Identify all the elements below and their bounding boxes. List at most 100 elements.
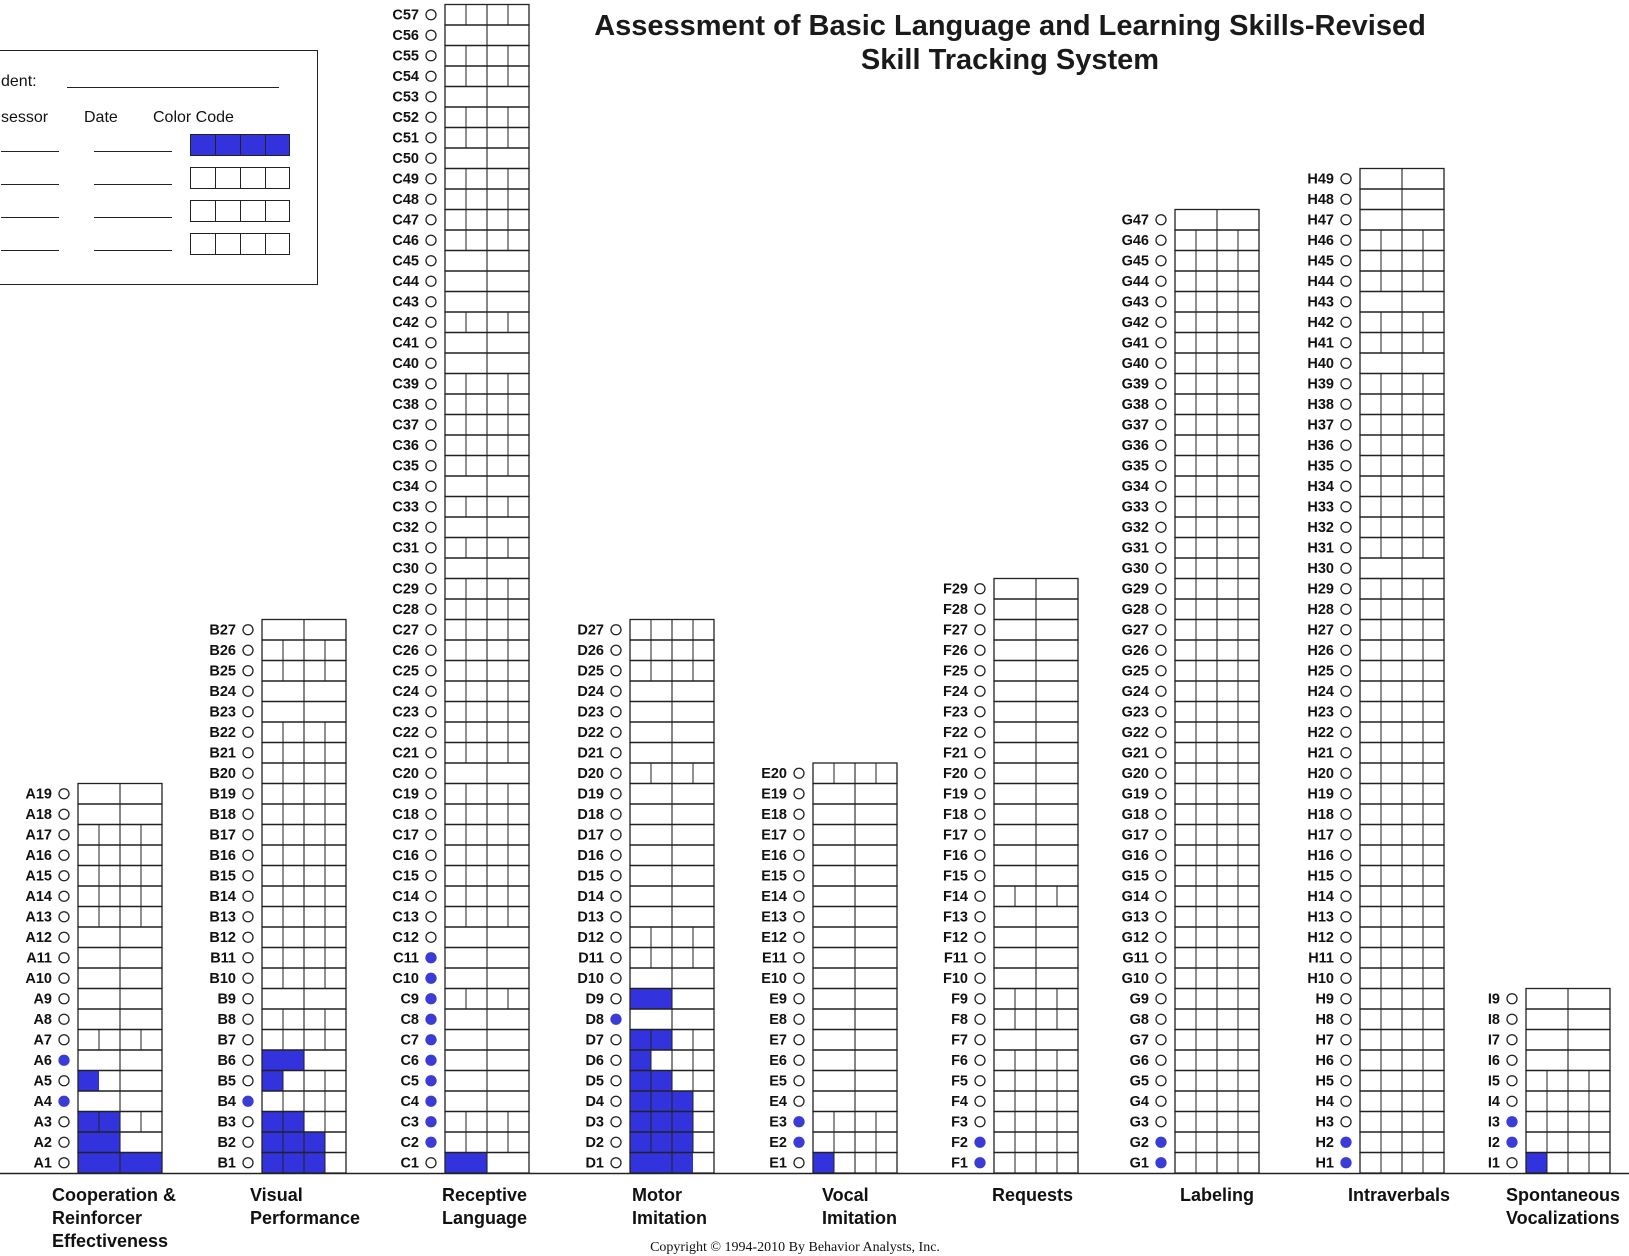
item-dot-b15[interactable] <box>242 870 254 882</box>
item-dot-g6[interactable] <box>1155 1054 1167 1066</box>
item-dot-h3[interactable] <box>1340 1116 1352 1128</box>
item-dot-g26[interactable] <box>1155 644 1167 656</box>
item-dot-b24[interactable] <box>242 685 254 697</box>
item-dot-c31[interactable] <box>425 542 437 554</box>
item-dot-b16[interactable] <box>242 849 254 861</box>
item-dot-g34[interactable] <box>1155 480 1167 492</box>
item-dot-b22[interactable] <box>242 726 254 738</box>
item-dot-a7[interactable] <box>58 1034 70 1046</box>
item-dot-h14[interactable] <box>1340 890 1352 902</box>
item-dot-e13[interactable] <box>793 911 805 923</box>
item-dot-d4[interactable] <box>610 1095 622 1107</box>
item-dot-h42[interactable] <box>1340 316 1352 328</box>
item-dot-i8[interactable] <box>1506 1013 1518 1025</box>
item-dot-g36[interactable] <box>1155 439 1167 451</box>
item-dot-h36[interactable] <box>1340 439 1352 451</box>
item-dot-g9[interactable] <box>1155 993 1167 1005</box>
item-dot-c36[interactable] <box>425 439 437 451</box>
item-dot-g32[interactable] <box>1155 521 1167 533</box>
item-dot-h31[interactable] <box>1340 542 1352 554</box>
item-dot-g37[interactable] <box>1155 419 1167 431</box>
item-dot-h49[interactable] <box>1340 173 1352 185</box>
item-dot-g47[interactable] <box>1155 214 1167 226</box>
item-dot-g44[interactable] <box>1155 275 1167 287</box>
item-dot-g2[interactable] <box>1155 1136 1167 1148</box>
item-dot-b2[interactable] <box>242 1136 254 1148</box>
item-dot-g7[interactable] <box>1155 1034 1167 1046</box>
item-dot-i5[interactable] <box>1506 1075 1518 1087</box>
item-dot-i1[interactable] <box>1506 1157 1518 1169</box>
item-dot-b26[interactable] <box>242 644 254 656</box>
item-dot-f12[interactable] <box>974 931 986 943</box>
item-dot-c16[interactable] <box>425 849 437 861</box>
item-dot-f22[interactable] <box>974 726 986 738</box>
item-dot-g1[interactable] <box>1155 1157 1167 1169</box>
item-dot-d23[interactable] <box>610 706 622 718</box>
item-dot-c34[interactable] <box>425 480 437 492</box>
item-dot-c15[interactable] <box>425 870 437 882</box>
item-dot-f17[interactable] <box>974 829 986 841</box>
item-dot-a6[interactable] <box>58 1054 70 1066</box>
item-dot-b5[interactable] <box>242 1075 254 1087</box>
item-dot-f26[interactable] <box>974 644 986 656</box>
item-dot-f23[interactable] <box>974 706 986 718</box>
item-dot-c8[interactable] <box>425 1013 437 1025</box>
item-dot-f8[interactable] <box>974 1013 986 1025</box>
item-dot-f9[interactable] <box>974 993 986 1005</box>
item-dot-g21[interactable] <box>1155 747 1167 759</box>
item-dot-h13[interactable] <box>1340 911 1352 923</box>
item-dot-b12[interactable] <box>242 931 254 943</box>
item-dot-c9[interactable] <box>425 993 437 1005</box>
item-dot-g13[interactable] <box>1155 911 1167 923</box>
item-dot-h15[interactable] <box>1340 870 1352 882</box>
item-dot-b10[interactable] <box>242 972 254 984</box>
item-dot-f16[interactable] <box>974 849 986 861</box>
item-dot-c33[interactable] <box>425 501 437 513</box>
item-dot-f1[interactable] <box>974 1157 986 1169</box>
item-dot-e14[interactable] <box>793 890 805 902</box>
item-dot-g8[interactable] <box>1155 1013 1167 1025</box>
item-dot-g27[interactable] <box>1155 624 1167 636</box>
item-dot-f11[interactable] <box>974 952 986 964</box>
item-dot-e18[interactable] <box>793 808 805 820</box>
item-dot-d15[interactable] <box>610 870 622 882</box>
student-name-line[interactable] <box>67 87 279 88</box>
item-dot-c30[interactable] <box>425 562 437 574</box>
item-dot-e9[interactable] <box>793 993 805 1005</box>
item-dot-g24[interactable] <box>1155 685 1167 697</box>
item-dot-f14[interactable] <box>974 890 986 902</box>
item-dot-c51[interactable] <box>425 132 437 144</box>
item-dot-e12[interactable] <box>793 931 805 943</box>
item-dot-g17[interactable] <box>1155 829 1167 841</box>
item-dot-h33[interactable] <box>1340 501 1352 513</box>
item-dot-g14[interactable] <box>1155 890 1167 902</box>
item-dot-c27[interactable] <box>425 624 437 636</box>
item-dot-i6[interactable] <box>1506 1054 1518 1066</box>
item-dot-e4[interactable] <box>793 1095 805 1107</box>
item-dot-h47[interactable] <box>1340 214 1352 226</box>
item-dot-c38[interactable] <box>425 398 437 410</box>
item-dot-c23[interactable] <box>425 706 437 718</box>
item-dot-f20[interactable] <box>974 767 986 779</box>
item-dot-d24[interactable] <box>610 685 622 697</box>
item-dot-d16[interactable] <box>610 849 622 861</box>
item-dot-b20[interactable] <box>242 767 254 779</box>
item-dot-g30[interactable] <box>1155 562 1167 574</box>
item-dot-f6[interactable] <box>974 1054 986 1066</box>
item-dot-c24[interactable] <box>425 685 437 697</box>
item-dot-g10[interactable] <box>1155 972 1167 984</box>
item-dot-h5[interactable] <box>1340 1075 1352 1087</box>
item-dot-h21[interactable] <box>1340 747 1352 759</box>
item-dot-b18[interactable] <box>242 808 254 820</box>
item-dot-b25[interactable] <box>242 665 254 677</box>
item-dot-e5[interactable] <box>793 1075 805 1087</box>
item-dot-g4[interactable] <box>1155 1095 1167 1107</box>
item-dot-h2[interactable] <box>1340 1136 1352 1148</box>
item-dot-c28[interactable] <box>425 603 437 615</box>
item-dot-c46[interactable] <box>425 234 437 246</box>
item-dot-a11[interactable] <box>58 952 70 964</box>
item-dot-b7[interactable] <box>242 1034 254 1046</box>
item-dot-a8[interactable] <box>58 1013 70 1025</box>
item-dot-b23[interactable] <box>242 706 254 718</box>
item-dot-f4[interactable] <box>974 1095 986 1107</box>
